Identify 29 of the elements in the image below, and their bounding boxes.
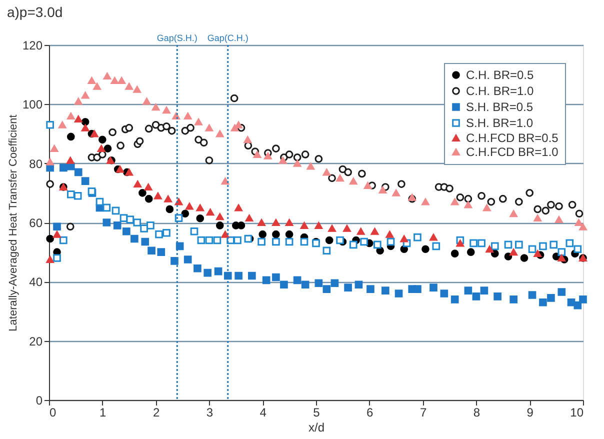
x-tick-label: 1 <box>100 406 107 420</box>
x-tick-label: 6 <box>366 406 374 420</box>
chart-title: a)p=3.0d <box>6 4 63 20</box>
x-tick-label: 4 <box>260 406 267 420</box>
y-axis-title: Laterally-Averaged Heat Transfer Coefficient <box>7 114 20 332</box>
x-tick-label: 5 <box>313 406 320 420</box>
ref-line-label: Gap(C.H.) <box>207 33 248 43</box>
x-tick-label: 8 <box>473 406 480 420</box>
y-tick-label: 20 <box>29 334 43 348</box>
y-tick-label: 0 <box>36 394 43 408</box>
x-tick-label: 0 <box>50 406 56 420</box>
x-tick-label: 7 <box>420 406 427 420</box>
y-tick-label: 80 <box>29 156 43 171</box>
ref-line-label: Gap(S.H.) <box>156 33 198 43</box>
x-tick-label: 10 <box>570 406 584 420</box>
x-axis-title: x/d <box>308 420 325 434</box>
y-tick-label: 60 <box>29 216 43 230</box>
x-tick-label: 9 <box>526 406 534 420</box>
legend-label: C.H.FCD BR=1.0 <box>466 145 559 159</box>
x-tick-label: 2 <box>152 406 160 420</box>
y-tick-label: 40 <box>29 275 43 290</box>
legend-label: S.H. BR=0.5 <box>466 100 534 114</box>
legend-label: C.H.FCD BR=0.5 <box>466 131 559 145</box>
y-tick-label: 120 <box>22 38 43 52</box>
legend-label: C.H. BR=1.0 <box>466 84 534 98</box>
legend-label: C.H. BR=0.5 <box>466 68 534 82</box>
x-tick-label: 3 <box>206 406 214 420</box>
legend-label: S.H. BR=1.0 <box>466 116 534 130</box>
y-tick-label: 100 <box>22 98 43 112</box>
